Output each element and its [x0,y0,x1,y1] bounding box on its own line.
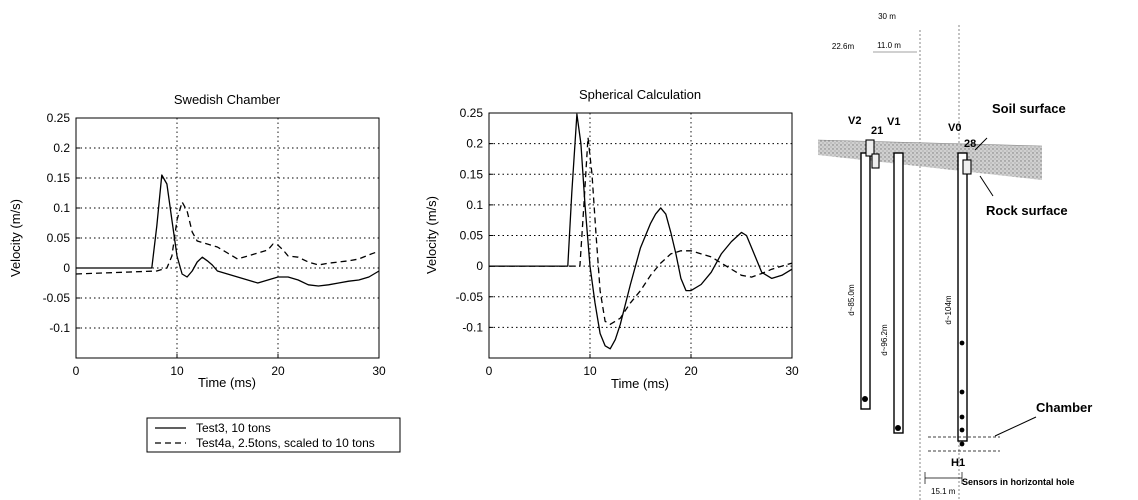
label-chamber: Chamber [1036,400,1092,415]
chart1-x-ticks: 0 10 20 30 [73,354,386,378]
chamber-pointer [994,416,1037,437]
chart2-y-axis-label: Velocity (m/s) [424,196,439,274]
chart2-x-ticks: 0 10 20 30 [486,354,799,378]
legend-box [146,417,401,453]
legend-entry-test3: Test3, 10 tons [196,421,271,435]
chart2-y-tick-label: -0.05 [456,290,484,304]
chart1-grid [76,117,379,358]
dim-mid-label: 11.0 m [877,41,901,50]
chart2-series [489,113,793,350]
chart1-y-tick-label: 0.05 [47,231,71,245]
legend-entry-test4a: Test4a, 2.5tons, scaled to 10 tons [196,436,375,450]
label-v2: V2 [848,115,861,127]
chart-swedish-chamber: 0.25 0.2 0.15 0.1 0.05 0 -0.05 -0.1 0 10 20 30 Swe… [8,92,386,390]
chart2-y-ticks: 0.25 0.2 0.15 0.1 0.05 0 -0.05 -0.1 [456,106,493,334]
sensor-v2-bottom [862,396,868,402]
label-dim-bottom: 15.1 m [931,487,956,496]
chart2-y-tick-label: 0.25 [460,106,484,120]
label-depth-v1: d~96.2m [880,324,889,356]
chart2-x-tick-label: 0 [486,364,493,378]
chart2-series-dashed-line [489,136,793,325]
label-v0: V0 [948,122,961,134]
dim-left-label: 22.6m [832,42,855,51]
chart2-x-tick-label: 30 [785,364,799,378]
gauge-21-block [865,139,875,157]
sensor-v0-2 [959,389,965,395]
chart2-title: Spherical Calculation [579,87,701,102]
chart1-series-dashed-line [75,201,380,275]
chart2-y-tick-label: 0.05 [460,229,484,243]
chart1-y-tick-label: 0.2 [53,141,70,155]
borehole-diagram: 30 m 22.6m 11.0 m [817,12,1092,500]
chart-spherical-calculation: 0.25 0.2 0.15 0.1 0.05 0 -0.05 -0.1 0 10 20 30 Sph… [424,87,799,391]
chart2-y-tick-label: 0.2 [466,137,483,151]
chart1-y-tick-label: -0.05 [43,291,71,305]
chart1-series [75,174,380,287]
soil-layer [818,140,1042,180]
chart1-legend: Test3, 10 tons Test4a, 2.5tons, scaled t… [146,417,401,453]
chart2-grid [489,112,792,358]
soil-surface-line [817,139,1043,147]
sensor-v0-4 [959,427,965,433]
chart2-x-axis-label: Time (ms) [611,376,669,391]
label-sensors-horizontal-hole: Sensors in horizontal hole [962,477,1075,487]
borehole-v1 [893,152,904,434]
chart1-y-tick-label: 0.1 [53,201,70,215]
dim-top-label: 30 m [878,12,896,21]
chart1-y-ticks: 0.25 0.2 0.15 0.1 0.05 0 -0.05 -0.1 [43,111,80,335]
chart1-x-tick-label: 30 [372,364,386,378]
chart1-x-axis-label: Time (ms) [198,375,256,390]
label-21: 21 [871,125,883,137]
borehole-v0 [957,152,968,442]
sensor-v0-3 [959,414,965,420]
rock-pointer [979,175,994,197]
chart2-series-solid-line [489,113,793,350]
borehole-v2 [860,152,871,410]
label-h1: H1 [951,457,965,469]
chart1-y-tick-label: -0.1 [49,321,70,335]
chart2-x-tick-label: 10 [583,364,597,378]
label-depth-v0: d~104m [944,295,953,324]
chart2-y-tick-label: -0.1 [462,320,483,334]
sensor-h1 [959,441,965,447]
gauge-28-block [962,159,972,175]
sensor-v0-1 [959,340,965,346]
label-depth-v2: d~85.0m [847,284,856,316]
chart1-y-axis-label: Velocity (m/s) [8,199,23,277]
gauge-21-sub-block [871,153,880,169]
chart1-x-tick-label: 10 [170,364,184,378]
soil-pointer [974,137,988,151]
chart1-series-solid-line [76,174,380,287]
chart2-y-tick-label: 0 [476,259,483,273]
chart1-y-tick-label: 0.25 [47,111,71,125]
chart1-y-tick-label: 0 [63,261,70,275]
chart1-title: Swedish Chamber [174,92,281,107]
chart2-x-tick-label: 20 [684,364,698,378]
label-rock-surface: Rock surface [986,203,1068,218]
chart1-y-tick-label: 0.15 [47,171,71,185]
label-v1: V1 [887,116,900,128]
chart2-y-tick-label: 0.15 [460,167,484,181]
label-28: 28 [964,138,976,150]
chart1-x-tick-label: 0 [73,364,80,378]
chart1-x-tick-label: 20 [271,364,285,378]
sensor-v1-bottom [895,425,901,431]
chart2-y-tick-label: 0.1 [466,198,483,212]
label-soil-surface: Soil surface [992,101,1066,116]
